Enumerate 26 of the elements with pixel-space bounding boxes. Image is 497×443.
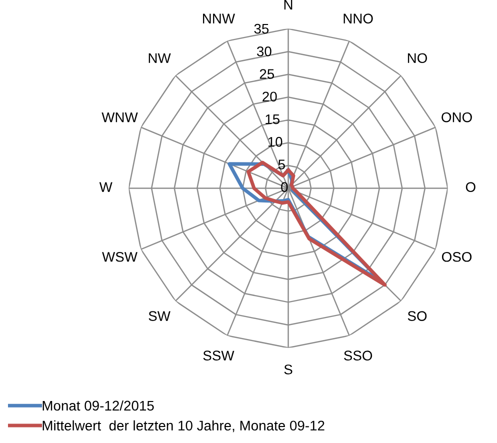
- spoke-label: SW: [148, 311, 170, 321]
- spoke-label: NNO: [344, 14, 373, 24]
- spoke-label: NW: [148, 53, 171, 63]
- y-tick-label: 20: [262, 92, 277, 102]
- y-tick-label: 30: [256, 46, 272, 56]
- spoke-label: SSO: [344, 350, 372, 361]
- spoke-label: W: [99, 182, 112, 192]
- y-tick-label: 25: [260, 69, 274, 79]
- legend-label: Monat 09-12/2015: [42, 400, 154, 411]
- y-tick-label: 35: [254, 24, 269, 34]
- y-tick-label: 15: [266, 114, 280, 124]
- spoke-label: SSW: [203, 350, 234, 361]
- spoke-label: N: [284, 0, 292, 10]
- spoke-label: WSW: [102, 252, 138, 262]
- spoke-label: WNW: [102, 112, 138, 122]
- spoke-label: S: [284, 364, 292, 374]
- spoke-label: ONO: [442, 112, 472, 122]
- y-tick-label: 5: [278, 160, 285, 170]
- spoke-label: OSO: [442, 252, 472, 262]
- spoke-label: NNW: [203, 14, 235, 24]
- y-tick-label: 10: [268, 136, 282, 147]
- y-tick-label: 0: [281, 182, 288, 192]
- legend-label: Mittelwert der letzten 10 Jahre, Monate 09-12: [42, 420, 324, 432]
- spoke-label: SO: [408, 311, 427, 321]
- spoke-label: NO: [408, 53, 427, 64]
- spoke-label: O: [466, 182, 476, 192]
